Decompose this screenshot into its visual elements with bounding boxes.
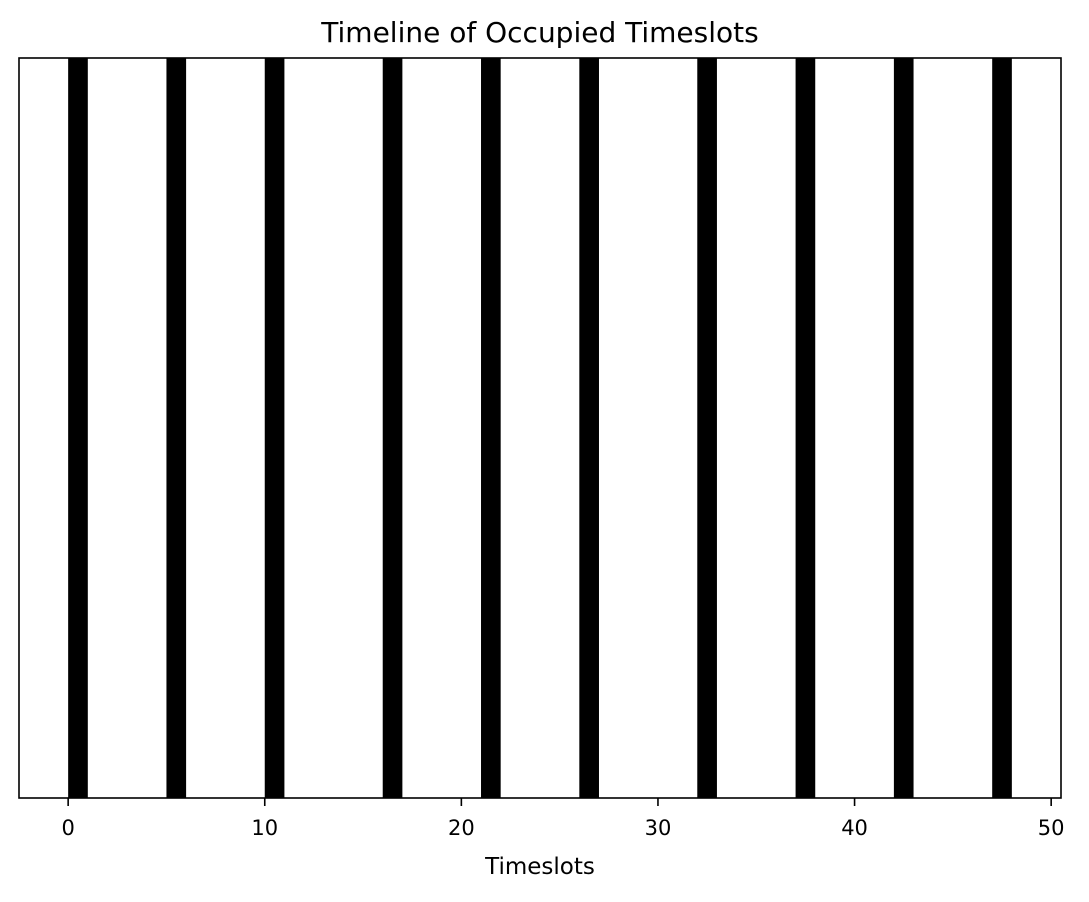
occupied-bar-26 (579, 58, 599, 798)
occupied-bar-10 (264, 58, 285, 798)
plot-frame (18, 57, 1062, 799)
x-ticks-group: 0 10 20 30 40 50 (61, 798, 1065, 840)
bars-group (68, 58, 1012, 798)
x-tick-label-0: 0 (61, 816, 74, 840)
occupied-bar-47 (992, 58, 1012, 798)
x-tick-label-40: 40 (841, 816, 868, 840)
occupied-bar-42 (893, 58, 914, 798)
occupied-bar-37 (795, 58, 816, 798)
x-tick-label-30: 30 (645, 816, 672, 840)
x-tick-label-20: 20 (448, 816, 475, 840)
occupied-bar-21 (481, 58, 501, 798)
x-axis-label: Timeslots (484, 854, 595, 880)
x-tick-label-10: 10 (251, 816, 278, 840)
x-tick-label-50: 50 (1038, 816, 1065, 840)
occupied-bar-0 (68, 58, 88, 798)
occupied-bar-5 (166, 58, 187, 798)
chart-title: Timeline of Occupied Timeslots (320, 16, 758, 49)
occupied-bar-16 (382, 58, 403, 798)
occupied-bar-32 (697, 58, 717, 798)
